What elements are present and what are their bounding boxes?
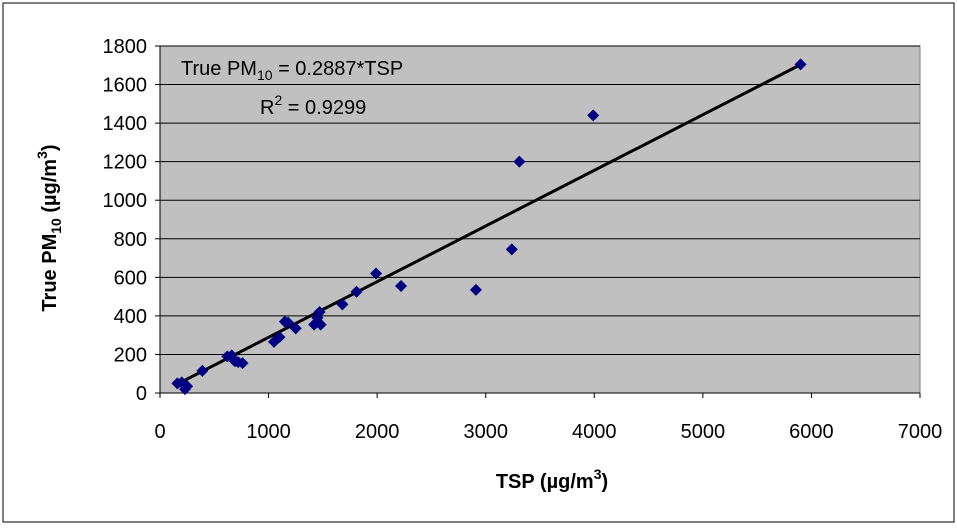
- y-tick-label: 400: [114, 306, 147, 328]
- x-tick-label: 7000: [898, 421, 943, 443]
- y-tick-label: 1400: [103, 113, 148, 135]
- data-points: [171, 58, 807, 396]
- trendline-equation: True PM10 = 0.2887*TSP: [181, 58, 403, 83]
- y-tick-label: 1800: [103, 36, 148, 58]
- x-axis-title: TSP (µg/m3): [496, 466, 608, 493]
- data-point-marker: [314, 318, 327, 331]
- data-point-marker: [370, 267, 383, 280]
- data-point-marker: [395, 280, 408, 293]
- data-point-marker: [236, 357, 249, 370]
- y-tick-label: 1000: [103, 190, 148, 212]
- gridlines: [160, 45, 920, 355]
- data-point-marker: [794, 58, 807, 71]
- x-tick-label: 6000: [789, 421, 834, 443]
- trendline-group: [175, 64, 800, 386]
- x-tick-label: 3000: [463, 421, 508, 443]
- data-point-marker: [505, 243, 518, 256]
- x-tick-label: 2000: [355, 421, 400, 443]
- x-tick-label: 1000: [246, 421, 291, 443]
- data-point-marker: [469, 283, 482, 296]
- data-point-marker: [181, 380, 194, 393]
- x-tick-label: 5000: [681, 421, 726, 443]
- y-tick-label: 1600: [103, 75, 148, 97]
- data-point-marker: [282, 316, 295, 329]
- y-tick-label: 600: [114, 267, 147, 289]
- y-axis-title: True PM10 (µg/m3): [34, 144, 64, 311]
- data-point-marker: [273, 331, 286, 344]
- data-point-marker: [587, 109, 600, 122]
- x-tick-label: 4000: [572, 421, 617, 443]
- y-tick-label: 1200: [103, 152, 148, 174]
- data-point-marker: [350, 285, 363, 298]
- x-tick-label: 0: [154, 421, 165, 443]
- data-point-marker: [336, 298, 349, 311]
- y-tick-label: 200: [114, 344, 147, 366]
- linear-trendline: [175, 64, 800, 386]
- data-point-marker: [196, 364, 209, 377]
- data-point-marker: [313, 306, 326, 319]
- axes: 0 200 400 600 800 1000 1200 1400 1600 1800 0 1000 20…: [103, 36, 943, 443]
- y-tick-label: 0: [136, 383, 147, 405]
- data-point-marker: [289, 322, 302, 335]
- y-tick-label: 800: [114, 229, 147, 251]
- data-point-marker: [513, 155, 526, 168]
- plot-area: [159, 45, 921, 394]
- r-squared-label: R2 = 0.9299: [260, 92, 366, 119]
